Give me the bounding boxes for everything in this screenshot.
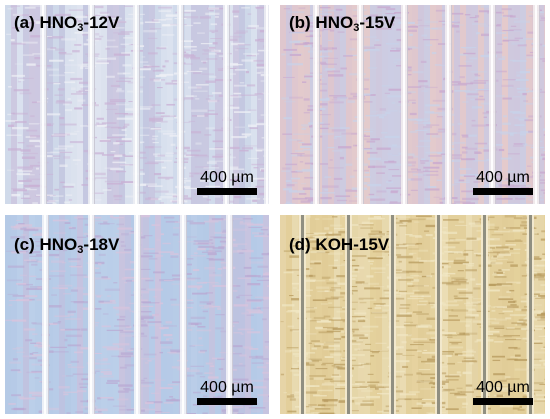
scale-bar-text-a: 400 µm <box>200 169 254 186</box>
scale-bar-line-a <box>197 188 257 195</box>
micrograph-image-c <box>5 215 269 414</box>
micrograph-panel-b: (b) HNO3-15V 400 µm <box>280 5 545 204</box>
micrograph-image-d <box>280 215 545 414</box>
scale-bar-line-d <box>473 398 533 405</box>
micrograph-panel-a: (a) HNO3-12V 400 µm <box>5 5 269 204</box>
scale-bar-d: 400 µm <box>473 379 533 405</box>
micrograph-panel-d: (d) KOH-15V 400 µm <box>280 215 545 414</box>
scale-bar-line-b <box>473 188 533 195</box>
scale-bar-b: 400 µm <box>473 169 533 195</box>
panel-label-d: (d) KOH-15V <box>289 235 390 254</box>
micrograph-image-b <box>280 5 545 204</box>
scale-bar-text-c: 400 µm <box>200 379 254 396</box>
scale-bar-c: 400 µm <box>197 379 257 405</box>
micrograph-image-a <box>5 5 269 204</box>
panel-label-a: (a) HNO3-12V <box>14 13 120 34</box>
scale-bar-text-d: 400 µm <box>476 379 530 396</box>
panel-label-b: (b) HNO3-15V <box>289 13 396 34</box>
scale-bar-a: 400 µm <box>197 169 257 195</box>
panel-label-c: (c) HNO3-18V <box>14 235 120 256</box>
scale-bar-text-b: 400 µm <box>476 169 530 186</box>
scale-bar-line-c <box>197 398 257 405</box>
micrograph-panel-c: (c) HNO3-18V 400 µm <box>5 215 269 414</box>
